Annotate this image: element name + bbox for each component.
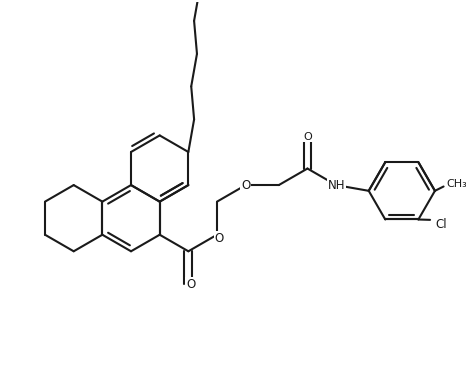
Text: NH: NH — [328, 179, 345, 192]
Text: O: O — [241, 179, 250, 192]
Text: Cl: Cl — [436, 218, 447, 231]
Text: CH₃: CH₃ — [446, 179, 466, 189]
Text: O: O — [186, 278, 195, 291]
Text: O: O — [215, 232, 224, 245]
Text: O: O — [303, 132, 312, 141]
